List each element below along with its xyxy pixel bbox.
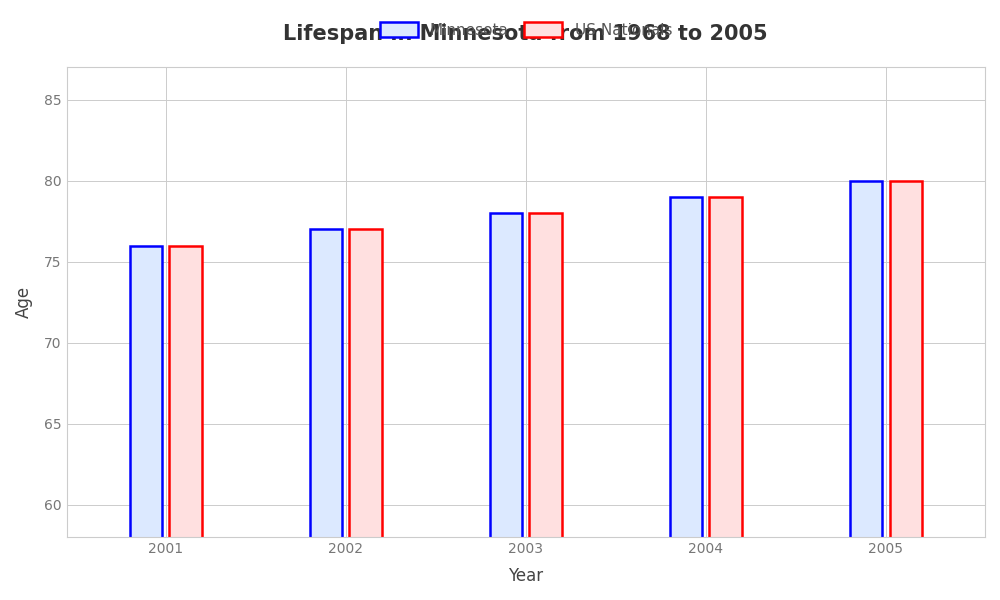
Title: Lifespan in Minnesota from 1968 to 2005: Lifespan in Minnesota from 1968 to 2005 <box>283 23 768 44</box>
Y-axis label: Age: Age <box>15 286 33 318</box>
Bar <box>490 213 522 600</box>
Bar <box>670 197 702 600</box>
Bar <box>349 229 382 600</box>
Bar <box>130 245 162 600</box>
Bar <box>709 197 742 600</box>
Bar <box>890 181 922 600</box>
Legend: Minnesota, US Nationals: Minnesota, US Nationals <box>372 14 680 45</box>
Bar <box>850 181 882 600</box>
X-axis label: Year: Year <box>508 567 543 585</box>
Bar <box>310 229 342 600</box>
Bar <box>169 245 202 600</box>
Bar <box>529 213 562 600</box>
